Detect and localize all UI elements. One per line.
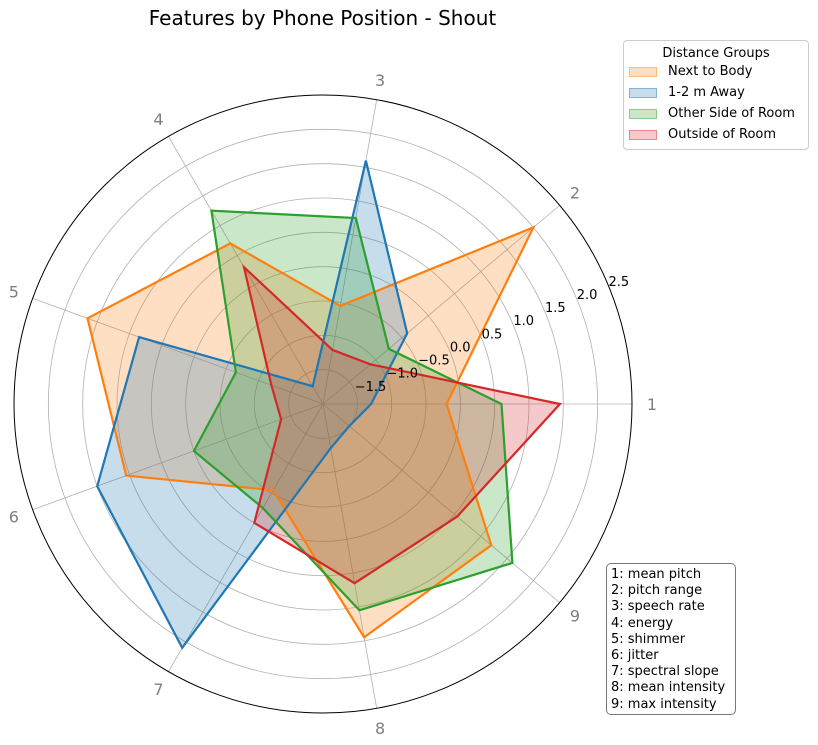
radial-tick-label: −1.5 xyxy=(355,380,387,395)
axis-label: 2 xyxy=(570,184,580,203)
chart-title: Features by Phone Position - Shout xyxy=(148,6,497,30)
series-line xyxy=(96,160,409,650)
legend-swatch xyxy=(629,108,657,119)
grid-spoke xyxy=(322,99,378,405)
feature-key-box: 1: mean pitch 2: pitch range 3: speech rat… xyxy=(606,563,736,715)
radial-tick-label: −0.5 xyxy=(418,354,450,369)
grid-spoke xyxy=(168,403,324,672)
grid-spoke xyxy=(322,205,560,405)
radial-tick-label: −1.0 xyxy=(386,367,418,382)
axis-label: 6 xyxy=(9,508,19,527)
radial-tick-label: 1.0 xyxy=(513,314,534,329)
legend-swatch xyxy=(629,66,657,77)
polar-frame xyxy=(13,94,633,714)
legend-label: Next to Body xyxy=(668,64,753,79)
series-area xyxy=(87,227,534,638)
series-line xyxy=(192,209,514,612)
axis-label: 8 xyxy=(375,719,385,738)
legend-label: Outside of Room xyxy=(668,127,777,142)
feature-key-line: 4: energy xyxy=(611,615,674,631)
series-line xyxy=(242,263,563,585)
series-area xyxy=(193,210,513,611)
grid-spoke xyxy=(322,403,378,709)
feature-key-line: 3: speech rate xyxy=(611,599,705,615)
feature-key-line: 5: shimmer xyxy=(611,631,686,647)
legend-item: 1-2 m Away xyxy=(624,82,808,103)
feature-key-line: 8: mean intensity xyxy=(611,680,726,696)
grid-spoke xyxy=(322,403,560,603)
legend-item: Outside of Room xyxy=(624,124,808,145)
feature-key-line: 2: pitch range xyxy=(611,583,703,599)
feature-key-line: 9: max intensity xyxy=(611,696,717,712)
legend-label: 1-2 m Away xyxy=(668,85,745,100)
legend: Distance Groups Next to Body 1-2 m Away Ot… xyxy=(623,40,809,150)
radial-tick-label: 0.5 xyxy=(482,327,503,342)
axis-label: 5 xyxy=(9,282,19,301)
axis-label: 7 xyxy=(153,680,163,699)
radial-tick-label: 2.0 xyxy=(577,288,598,303)
legend-item: Next to Body xyxy=(624,61,808,82)
feature-key-line: 6: jitter xyxy=(611,648,659,664)
radial-tick-label: 2.5 xyxy=(608,275,629,290)
legend-swatch xyxy=(629,87,657,98)
radial-tick-label: 0.0 xyxy=(450,340,471,355)
series-area xyxy=(97,160,408,648)
feature-key-line: 7: spectral slope xyxy=(611,664,719,680)
axis-label: 4 xyxy=(153,110,163,129)
radial-tick-label: 1.5 xyxy=(545,301,566,316)
legend-swatch xyxy=(629,129,657,140)
legend-label: Other Side of Room xyxy=(668,106,795,121)
axis-label: 3 xyxy=(375,71,385,90)
grid-spoke xyxy=(32,403,324,511)
legend-title: Distance Groups xyxy=(662,46,770,61)
grid-spoke xyxy=(32,297,324,405)
legend-item: Other Side of Room xyxy=(624,103,808,124)
axis-label: 9 xyxy=(570,606,580,625)
feature-key-line: 1: mean pitch xyxy=(611,567,702,582)
series-line xyxy=(86,225,536,639)
axis-label: 1 xyxy=(647,395,657,414)
